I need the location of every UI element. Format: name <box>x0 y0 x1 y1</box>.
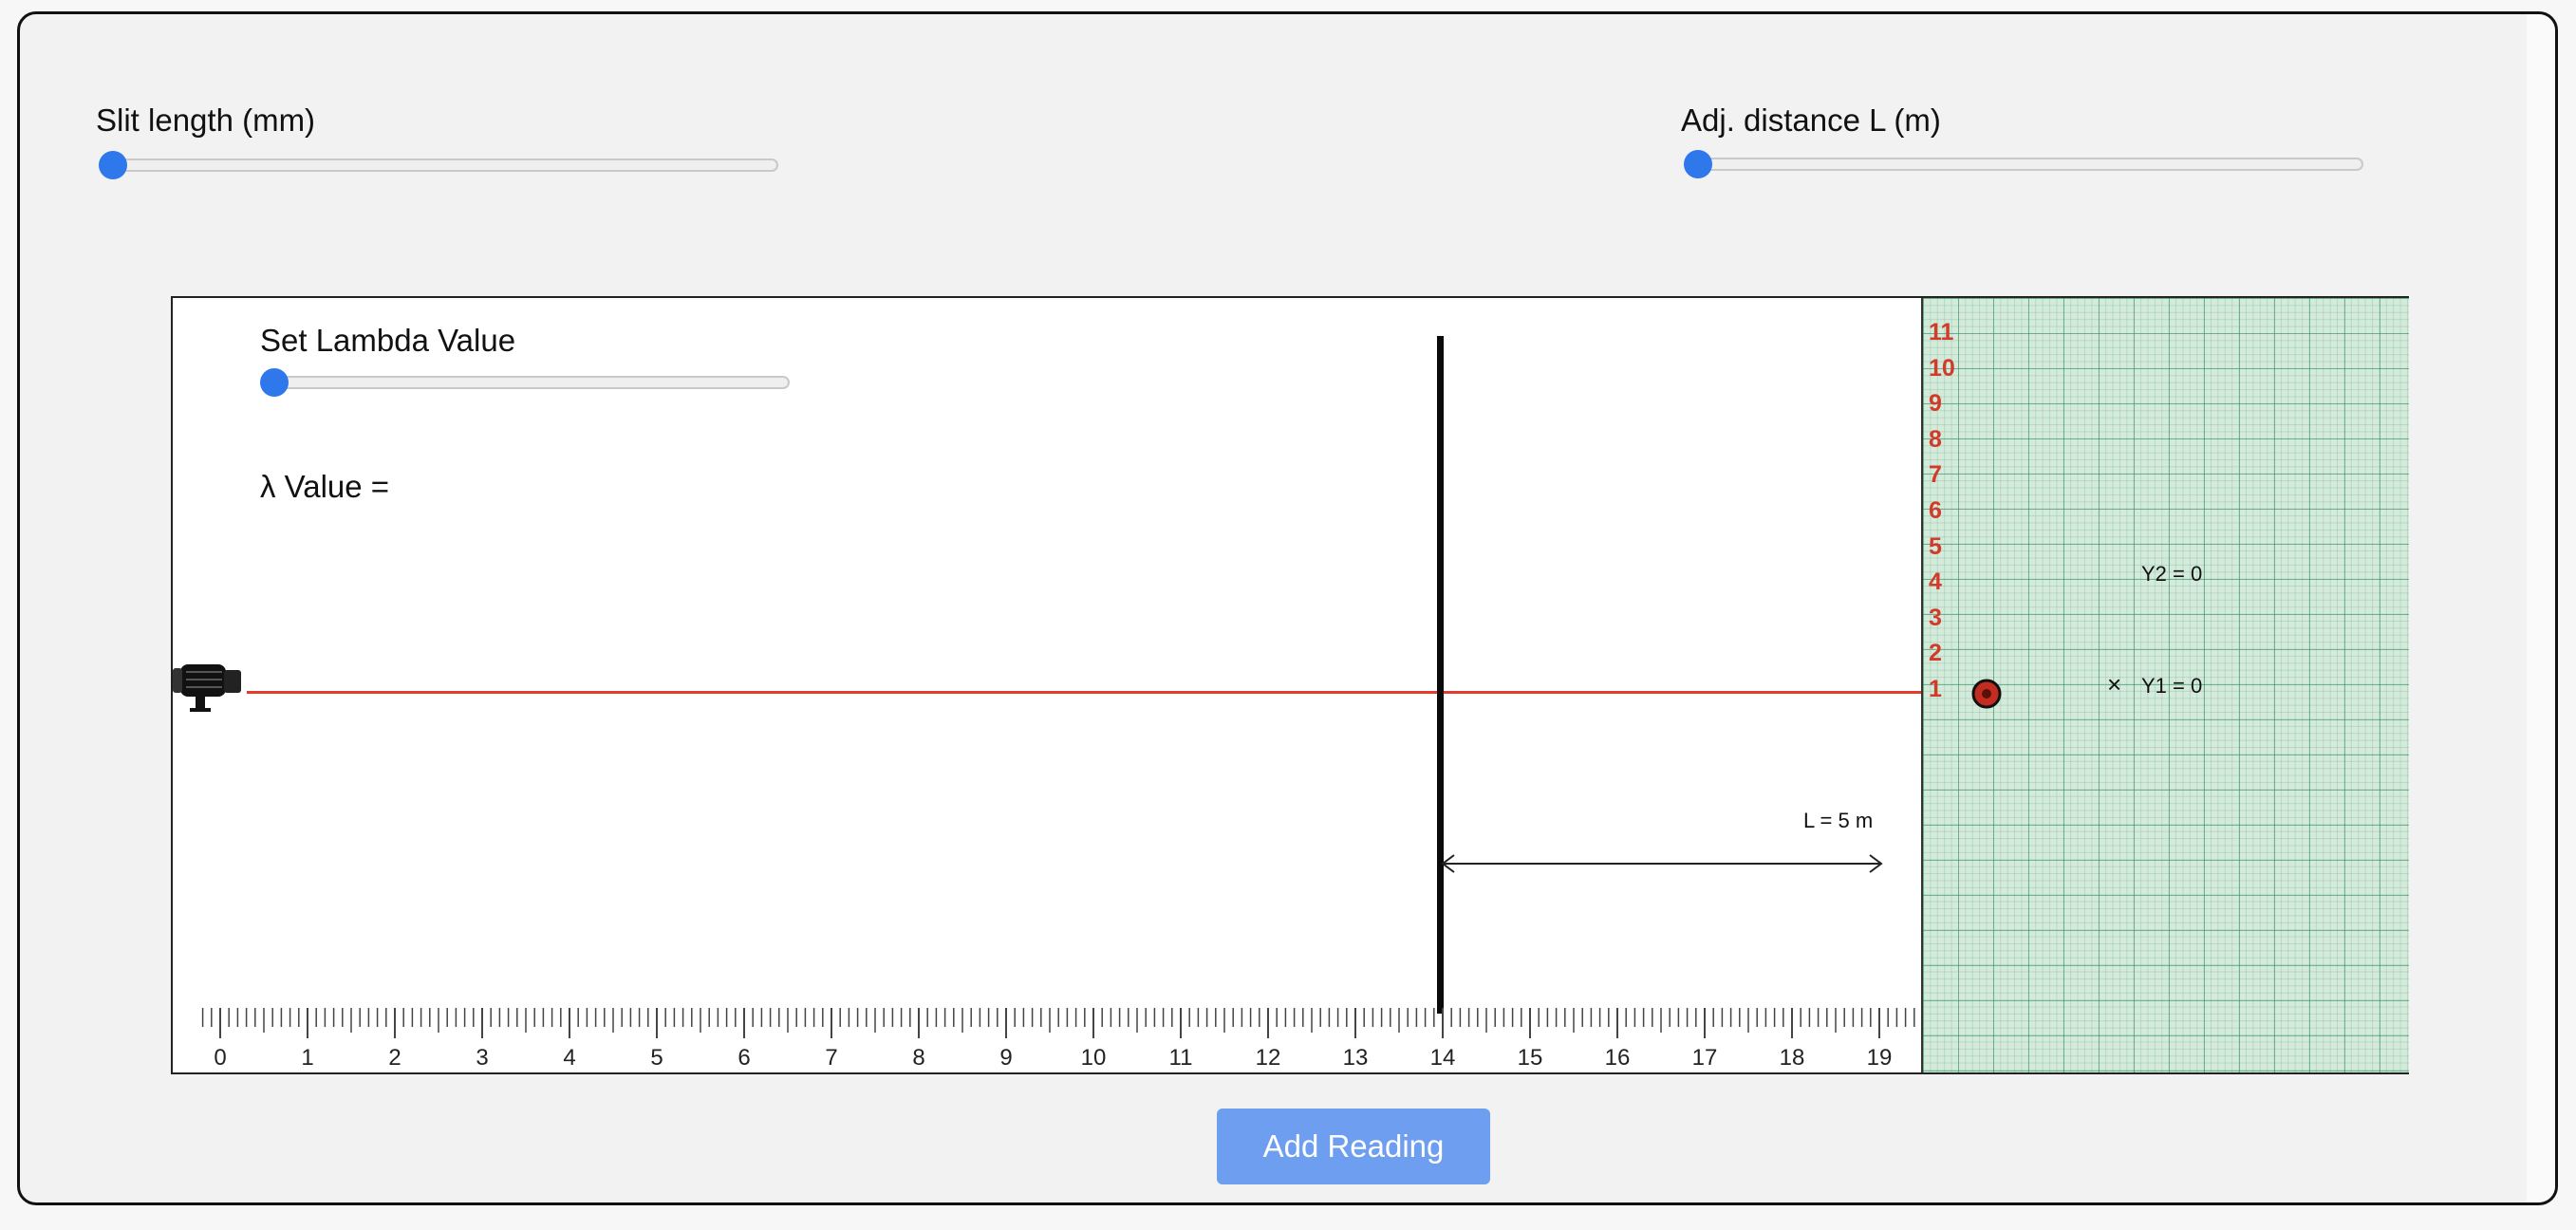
ruler-number: 13 <box>1343 1045 1369 1071</box>
adj-distance-thumb[interactable] <box>1684 150 1712 178</box>
ruler-number: 1 <box>301 1045 313 1071</box>
add-reading-button[interactable]: Add Reading <box>1217 1109 1490 1184</box>
distance-arrow <box>1441 854 1883 873</box>
screen-y-number: 10 <box>1929 354 1955 382</box>
slit-barrier[interactable] <box>1437 336 1444 1014</box>
distance-label: L = 5 m <box>1803 809 1874 832</box>
frame-edge <box>2527 14 2555 1202</box>
ruler-number: 18 <box>1780 1045 1805 1071</box>
y1-label: Y1 = 0 <box>2141 674 2203 698</box>
y2-label: Y2 = 0 <box>2141 562 2203 586</box>
lambda-thumb[interactable] <box>260 368 289 397</box>
ruler-number: 6 <box>737 1045 750 1071</box>
screen-y-number: 8 <box>1929 425 1942 453</box>
laser-beam <box>247 691 1991 694</box>
ruler-number: 4 <box>563 1045 575 1071</box>
ruler-number: 10 <box>1081 1045 1107 1071</box>
ruler-number: 5 <box>650 1045 663 1071</box>
ruler-number: 11 <box>1169 1045 1193 1071</box>
ruler-number: 19 <box>1867 1045 1893 1071</box>
ruler-number: 7 <box>825 1045 837 1071</box>
ruler: 0 1 2 3 4 5 6 7 8 9 10 11 12 13 14 15 16 17 18 19 <box>201 1008 1915 1071</box>
marker-x-icon: × <box>2107 670 2122 699</box>
ruler-number: 3 <box>476 1045 488 1071</box>
screen-y-number: 6 <box>1929 497 1942 524</box>
slit-length-thumb[interactable] <box>99 151 127 179</box>
ruler-number: 16 <box>1605 1045 1631 1071</box>
ruler-number: 15 <box>1518 1045 1543 1071</box>
ruler-number: 12 <box>1256 1045 1281 1071</box>
ruler-number: 2 <box>388 1045 401 1071</box>
lambda-slider[interactable] <box>260 368 790 397</box>
laser-source-icon <box>173 664 241 712</box>
ruler-number: 9 <box>999 1045 1012 1071</box>
detection-screen: 11 10 9 8 7 6 5 4 3 2 1 Y2 = 0 Y1 = 0 × <box>1921 298 2409 1072</box>
screen-y-number: 7 <box>1929 461 1942 489</box>
screen-y-number: 2 <box>1929 640 1942 667</box>
slit-length-label: Slit length (mm) <box>96 102 316 138</box>
ruler-number: 0 <box>214 1045 226 1071</box>
screen-y-number: 4 <box>1929 568 1942 596</box>
lambda-value-readout: λ Value = <box>260 469 390 504</box>
slit-length-slider[interactable] <box>99 151 778 179</box>
ruler-number: 8 <box>912 1045 924 1071</box>
screen-y-number: 5 <box>1929 532 1942 560</box>
lambda-label: Set Lambda Value <box>260 323 516 358</box>
ruler-number: 17 <box>1692 1045 1718 1071</box>
laser-spot <box>1971 679 2002 709</box>
screen-y-number: 1 <box>1929 676 1942 702</box>
ruler-number: 14 <box>1430 1045 1456 1071</box>
adj-distance-slider[interactable] <box>1684 150 2363 178</box>
screen-y-number: 9 <box>1929 390 1942 418</box>
screen-y-number: 3 <box>1929 604 1942 631</box>
screen-y-number: 11 <box>1929 319 1954 345</box>
adj-distance-label: Adj. distance L (m) <box>1681 102 1941 138</box>
